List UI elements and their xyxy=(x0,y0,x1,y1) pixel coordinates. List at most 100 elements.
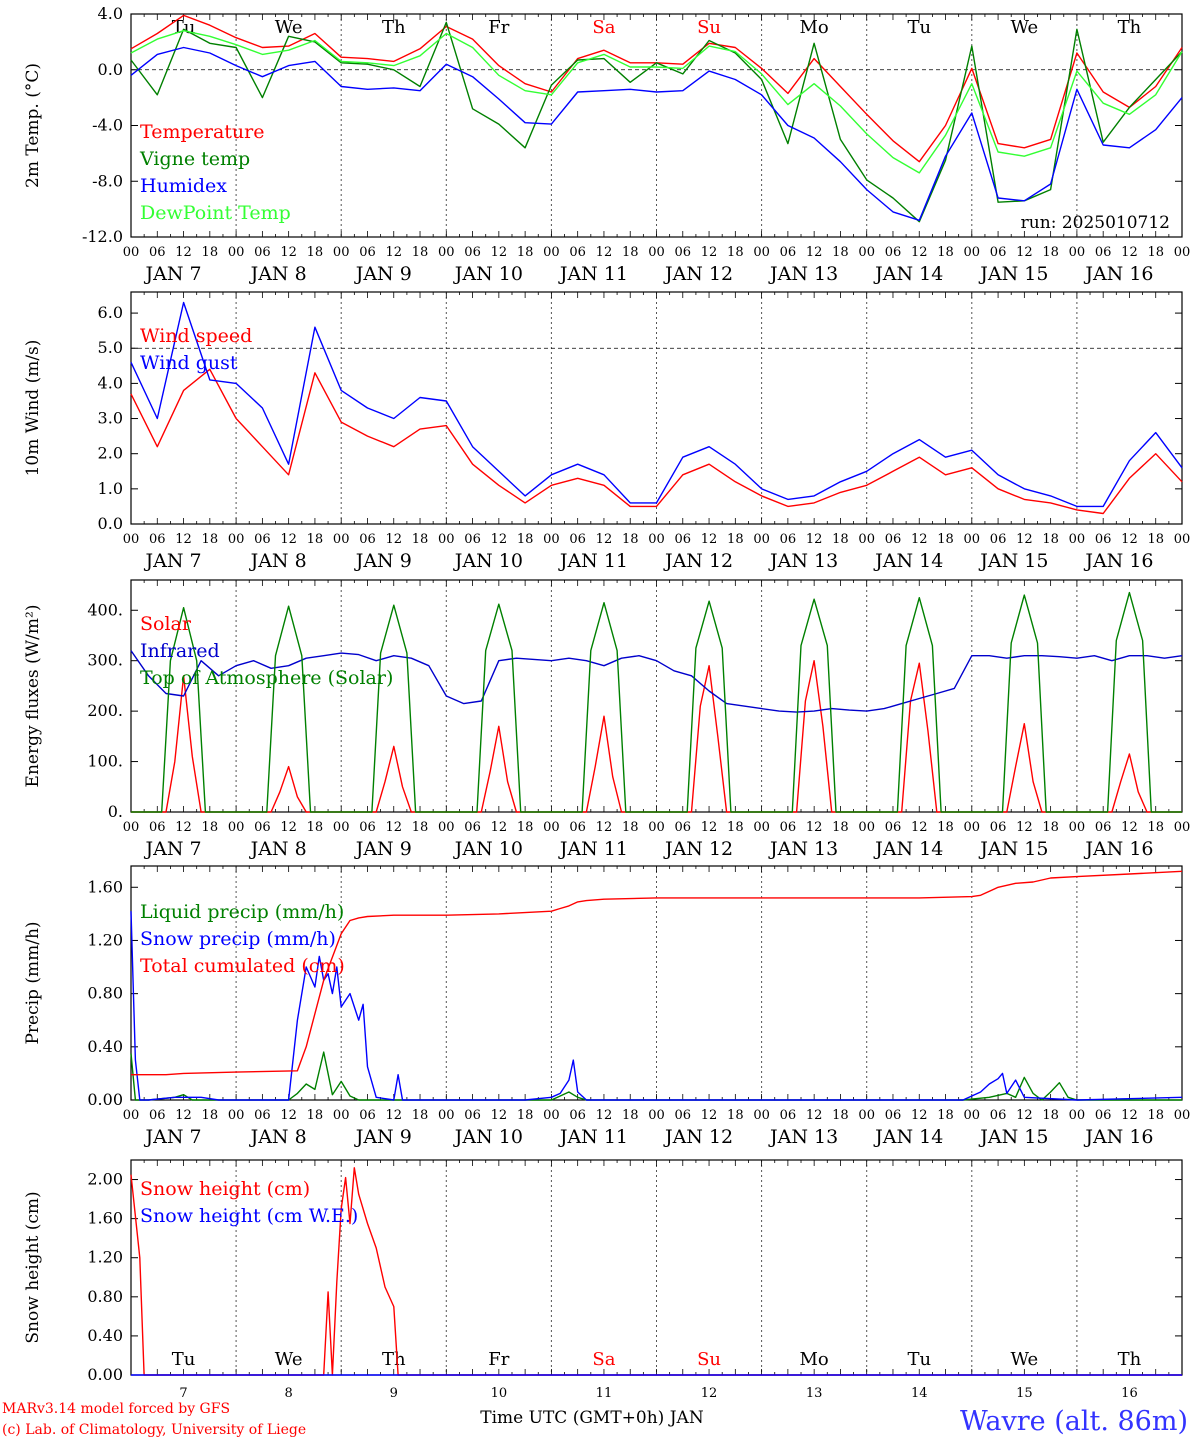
y-axis-label: Energy fluxes (W/m²) xyxy=(23,605,43,788)
date-label: JAN 14 xyxy=(873,550,943,572)
hour-tick-label: 00 xyxy=(228,820,245,835)
hour-tick-label: 06 xyxy=(149,1108,166,1123)
hour-tick-label: 18 xyxy=(622,820,639,835)
hour-tick-label: 12 xyxy=(1016,245,1033,260)
hour-tick-label: 18 xyxy=(937,820,954,835)
hour-tick-label: 18 xyxy=(622,532,639,547)
date-label: JAN 8 xyxy=(249,838,307,860)
date-label: JAN 7 xyxy=(144,1126,202,1148)
hour-tick-label: 06 xyxy=(780,245,797,260)
hour-tick-label: 06 xyxy=(675,532,692,547)
date-label: JAN 11 xyxy=(558,1126,628,1148)
hour-tick-label: 12 xyxy=(175,1108,192,1123)
date-label: JAN 14 xyxy=(873,838,943,860)
hour-tick-label: 18 xyxy=(412,1108,429,1123)
x-axis-title: Time UTC (GMT+0h) JAN xyxy=(480,1408,704,1428)
hour-tick-label: 18 xyxy=(202,1108,219,1123)
series-line xyxy=(130,911,1183,1101)
hour-tick-label: 06 xyxy=(990,820,1007,835)
series-line xyxy=(130,46,1183,222)
y-tick-label: 3.0 xyxy=(98,409,123,428)
hour-tick-label: 06 xyxy=(675,1108,692,1123)
date-label: JAN 10 xyxy=(453,1126,523,1148)
weekday-label: We xyxy=(275,1349,303,1370)
weekday-label: Fr xyxy=(488,17,509,38)
date-label: JAN 14 xyxy=(873,1126,943,1148)
day-number-label: 10 xyxy=(491,1386,508,1401)
hour-tick-label: 12 xyxy=(385,245,402,260)
weekday-label: Tu xyxy=(907,1349,931,1370)
weekday-label: Th xyxy=(1118,17,1142,38)
date-label: JAN 13 xyxy=(768,550,838,572)
legend-label: Snow height (cm) xyxy=(140,1178,310,1200)
date-label: JAN 16 xyxy=(1083,838,1153,860)
date-label: JAN 16 xyxy=(1083,550,1153,572)
weekday-label: Th xyxy=(382,17,406,38)
hour-tick-label: 18 xyxy=(202,532,219,547)
credit-line-2: (c) Lab. of Climatology, University of L… xyxy=(2,1422,306,1438)
hour-tick-label: 00 xyxy=(753,532,770,547)
weekday-label: We xyxy=(275,17,303,38)
y-tick-label: 0.00 xyxy=(87,1365,123,1384)
hour-tick-label: 18 xyxy=(202,245,219,260)
series-line xyxy=(130,650,1183,713)
weekday-label: Mo xyxy=(800,1349,829,1370)
y-tick-label: 4.0 xyxy=(98,373,123,392)
hour-tick-label: 06 xyxy=(464,245,481,260)
day-number-label: 13 xyxy=(806,1386,823,1401)
hour-tick-label: 18 xyxy=(517,245,534,260)
legend-label: Snow height (cm W.E.) xyxy=(140,1205,358,1227)
date-label: JAN 12 xyxy=(663,550,733,572)
hour-tick-label: 06 xyxy=(569,1108,586,1123)
weekday-label: Tu xyxy=(907,17,931,38)
hour-tick-label: 12 xyxy=(280,820,297,835)
y-axis-label: 10m Wind (m/s) xyxy=(23,340,43,477)
date-label: JAN 11 xyxy=(558,838,628,860)
hour-tick-label: 18 xyxy=(832,1108,849,1123)
hour-tick-label: 06 xyxy=(359,532,376,547)
hour-tick-label: 06 xyxy=(1095,532,1112,547)
hour-tick-label: 18 xyxy=(1042,1108,1059,1123)
legend-label: Wind gust xyxy=(140,352,238,374)
series-line xyxy=(131,870,1183,1076)
weekday-label: Su xyxy=(697,1349,721,1370)
y-tick-label: 100. xyxy=(87,752,123,771)
hour-tick-label: 12 xyxy=(175,820,192,835)
hour-tick-label: 06 xyxy=(254,245,271,260)
y-tick-label: -8.0 xyxy=(92,171,123,190)
weekday-label: Su xyxy=(697,17,721,38)
hour-tick-label: 12 xyxy=(806,1108,823,1123)
date-label: JAN 11 xyxy=(558,263,628,285)
hour-tick-label: 00 xyxy=(123,245,140,260)
hour-tick-label: 18 xyxy=(727,532,744,547)
hour-tick-label: 12 xyxy=(1016,1108,1033,1123)
weekday-label: Th xyxy=(382,1349,406,1370)
hour-tick-label: 18 xyxy=(517,532,534,547)
hour-tick-label: 00 xyxy=(543,245,560,260)
hour-tick-label: 00 xyxy=(543,820,560,835)
location-title: Wavre (alt. 86m) xyxy=(960,1406,1188,1437)
hour-tick-label: 00 xyxy=(648,1108,665,1123)
hour-tick-label: 18 xyxy=(412,245,429,260)
hour-tick-label: 06 xyxy=(149,820,166,835)
date-label: JAN 14 xyxy=(873,263,943,285)
date-label: JAN 8 xyxy=(249,263,307,285)
date-label: JAN 10 xyxy=(453,838,523,860)
panel-3: 400. 300. 200. 100. 0. Energy fluxes (W/m²) 00… xyxy=(23,579,1190,860)
hour-tick-label: 12 xyxy=(491,245,508,260)
hour-tick-label: 06 xyxy=(569,820,586,835)
hour-tick-label: 12 xyxy=(701,820,718,835)
weekday-label: Tu xyxy=(172,17,196,38)
y-axis-label: Precip (mm/h) xyxy=(23,921,43,1044)
hour-tick-label: 12 xyxy=(385,532,402,547)
y-tick-label: 0.40 xyxy=(87,1037,123,1056)
date-label: JAN 9 xyxy=(354,263,412,285)
legend-label: Infrared xyxy=(140,640,220,662)
hour-tick-label: 12 xyxy=(911,820,928,835)
hour-tick-label: 12 xyxy=(911,245,928,260)
y-tick-label: 0.0 xyxy=(98,514,123,533)
panel-1: 4.0 0.0 -4.0 -8.0 -12.0 2m Temp. (°C) 00 06 12 18… xyxy=(23,4,1190,285)
date-label: JAN 13 xyxy=(768,1126,838,1148)
hour-tick-label: 18 xyxy=(937,245,954,260)
hour-tick-label: 00 xyxy=(123,1108,140,1123)
